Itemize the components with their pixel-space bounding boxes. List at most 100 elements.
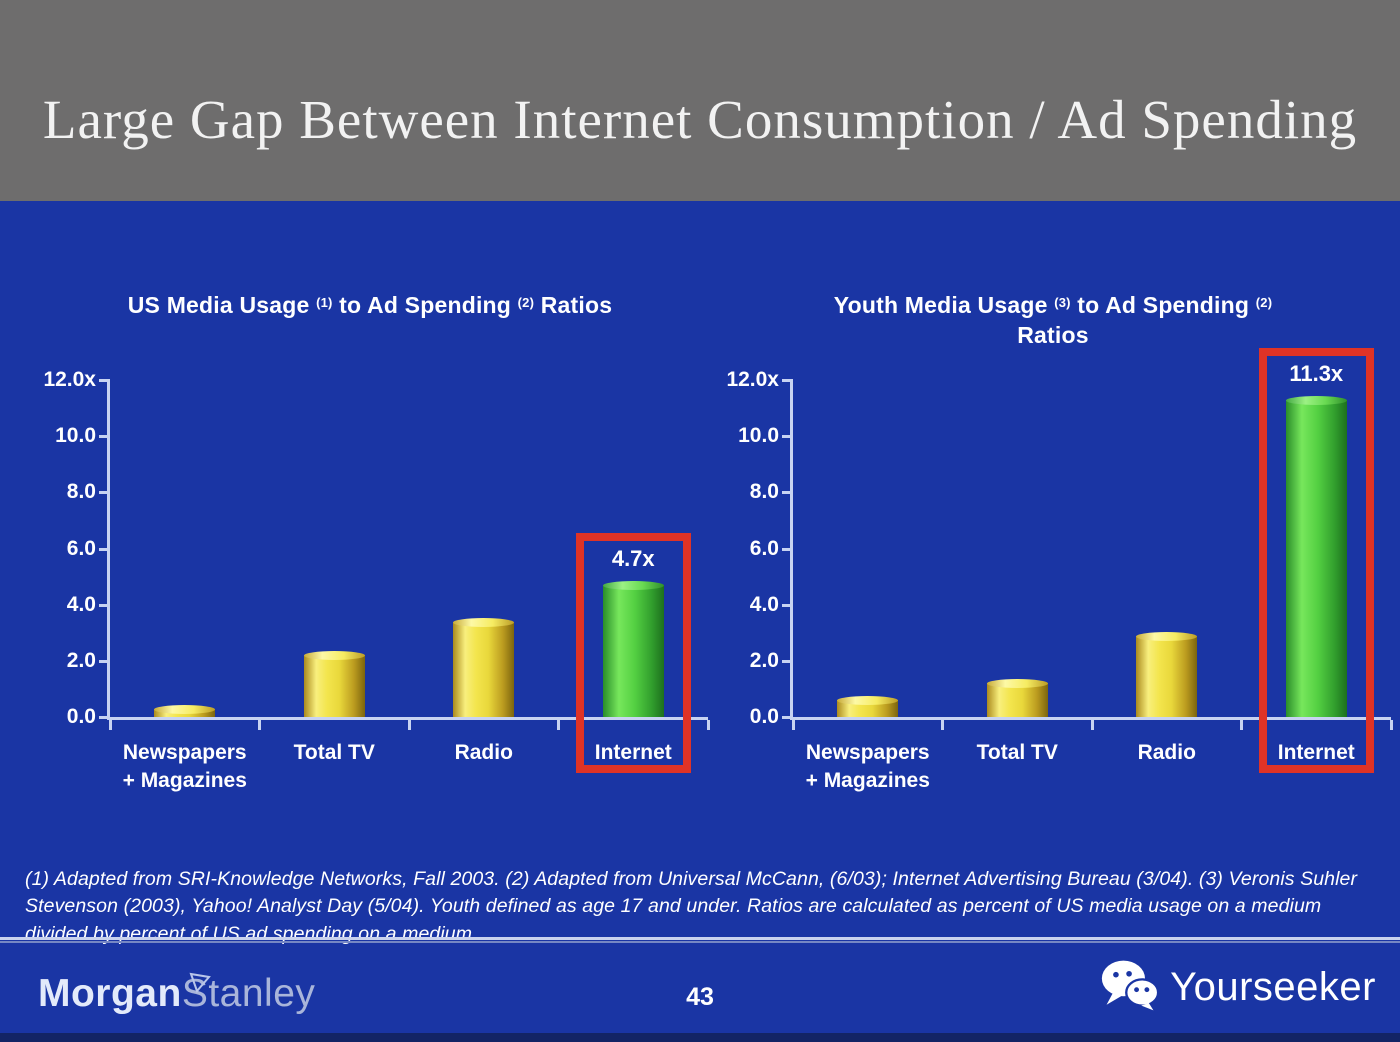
chart-title-superscript: (3) <box>1054 295 1071 310</box>
y-axis-tick-label: 12.0x <box>726 368 779 391</box>
x-label-internet: Internet <box>559 739 709 767</box>
y-axis-tick-label: 0.0 <box>66 705 96 728</box>
x-label-radio: Radio <box>1092 739 1242 767</box>
y-axis-tick-label: 4.0 <box>66 592 96 616</box>
bar-radio <box>1136 631 1198 717</box>
bar-radio <box>453 617 515 717</box>
y-axis-tick <box>782 435 793 439</box>
y-axis-tick <box>782 659 793 663</box>
chart-area: 12.0x 10.0 8.0 6.0 4.0 2.0 0.0 Newspapers + Maga… <box>713 347 1393 806</box>
y-axis-tick-label: 10.0 <box>738 424 779 448</box>
y-axis-tick-label: 8.0 <box>749 480 779 504</box>
page-number: 43 <box>686 983 714 1011</box>
chart-title-text: to Ad Spending <box>1070 292 1256 318</box>
y-axis-tick <box>782 379 793 382</box>
chart-title: Youth Media Usage (3) to Ad Spending (2)… <box>713 288 1393 376</box>
bottom-strip <box>0 1033 1400 1042</box>
x-label-total-tv: Total TV <box>943 739 1093 767</box>
y-axis-tick <box>99 379 110 382</box>
chart-title-text: US Media Usage <box>127 292 317 318</box>
wechat-icon <box>1100 958 1160 1017</box>
chart-title-superscript: (1) <box>316 295 333 310</box>
y-axis-tick <box>99 716 110 719</box>
y-axis-tick-label: 2.0 <box>749 648 779 672</box>
morgan-stanley-logo: MorganStanley <box>38 972 315 1016</box>
x-axis-tick <box>1090 720 1094 730</box>
bar-newspapers-magazines <box>837 696 899 717</box>
y-axis-tick-label: 2.0 <box>66 648 96 672</box>
bar-newspapers-magazines <box>154 704 216 717</box>
x-axis-tick <box>941 720 944 730</box>
x-label-internet: Internet <box>1242 739 1392 767</box>
y-axis-tick-label: 6.0 <box>749 536 779 560</box>
chart-title-text: Youth Media Usage <box>833 292 1055 318</box>
y-axis-tick <box>99 491 110 495</box>
x-label-line: Internet <box>594 741 672 764</box>
bar-total-tv <box>986 679 1048 717</box>
chart-title-superscript: (2) <box>1255 295 1273 310</box>
watermark: Yourseeker <box>1100 958 1376 1017</box>
chart-title-line: Youth Media Usage (3) to Ad Spending (2) <box>713 288 1393 320</box>
morgan-stanley-logo-stanley: Stanley <box>181 972 316 1015</box>
x-axis-tick <box>557 720 560 730</box>
chart-title-text: to Ad Spending <box>332 292 518 318</box>
chart-title-text: Ratios <box>1017 322 1089 348</box>
bar-value-label: 4.7x <box>611 546 655 571</box>
morgan-stanley-logo-morgan: Morgan <box>38 972 182 1015</box>
chart-title-line: Ratios <box>713 320 1393 350</box>
x-label-line: Total TV <box>976 741 1058 764</box>
y-axis-tick-label: 10.0 <box>55 424 96 448</box>
x-axis-tick <box>706 720 710 730</box>
x-axis-tick <box>108 720 112 730</box>
chart-youth-media-usage: Youth Media Usage (3) to Ad Spending (2)… <box>713 288 1393 806</box>
chart-title-text: Ratios <box>534 292 613 318</box>
bar-total-tv <box>303 651 365 717</box>
y-axis-tick-label: 6.0 <box>66 536 96 560</box>
chart-area: 12.0x 10.0 8.0 6.0 4.0 2.0 0.0 Newspapers + Maga… <box>30 368 710 806</box>
chart-plot: 12.0x 10.0 8.0 6.0 4.0 2.0 0.0 Newspapers + Maga… <box>726 347 1393 792</box>
y-axis-tick-label: 8.0 <box>66 480 96 504</box>
slide-title: Large Gap Between Internet Consumption /… <box>42 89 1358 150</box>
y-axis-tick <box>782 716 793 719</box>
y-axis-tick <box>99 547 110 551</box>
x-label-line: Internet <box>1277 741 1355 764</box>
morgan-stanley-triangle-icon <box>188 960 212 1004</box>
x-label-line: Radio <box>454 741 513 764</box>
chart-title-line: US Media Usage (1) to Ad Spending (2) Ra… <box>30 288 710 320</box>
x-label-line: Radio <box>1137 741 1196 764</box>
x-label-line: + Magazines <box>805 769 930 792</box>
y-axis-tick-label: 0.0 <box>749 705 779 728</box>
y-axis-tick <box>99 659 110 663</box>
bar-internet <box>1285 395 1347 717</box>
y-axis-tick <box>782 603 793 607</box>
watermark-text: Yourseeker <box>1170 965 1376 1009</box>
y-axis-tick <box>99 603 110 607</box>
y-axis-tick <box>99 435 110 439</box>
x-label-radio: Radio <box>409 739 559 767</box>
x-axis-tick <box>791 720 795 730</box>
x-axis-tick <box>1389 720 1393 730</box>
x-axis-tick <box>1240 720 1243 730</box>
x-label-total-tv: Total TV <box>260 739 410 767</box>
y-axis-tick-label: 12.0x <box>43 368 96 391</box>
bar-value-label: 11.3x <box>1289 360 1344 386</box>
footnote: (1) Adapted from SRI-Knowledge Networks,… <box>25 868 1358 945</box>
x-axis-tick <box>258 720 261 730</box>
x-label-line: Newspapers <box>122 741 247 764</box>
x-label-newspapers-magazines: Newspapers + Magazines <box>793 739 943 795</box>
separator-line <box>0 937 1400 940</box>
slide-header: Large Gap Between Internet Consumption /… <box>0 0 1400 201</box>
chart-title: US Media Usage (1) to Ad Spending (2) Ra… <box>30 288 710 376</box>
x-label-line: Newspapers <box>805 741 930 764</box>
chart-plot: 12.0x 10.0 8.0 6.0 4.0 2.0 0.0 Newspapers + Maga… <box>43 368 710 792</box>
y-axis-tick <box>782 547 793 551</box>
highlight-box <box>575 533 691 773</box>
y-axis-tick <box>782 491 793 495</box>
highlight-box <box>1258 347 1374 773</box>
separator-line-shadow <box>0 941 1400 943</box>
x-label-newspapers-magazines: Newspapers + Magazines <box>110 739 260 795</box>
bar-internet <box>602 581 664 717</box>
x-label-line: Total TV <box>293 741 375 764</box>
x-axis-tick <box>407 720 411 730</box>
